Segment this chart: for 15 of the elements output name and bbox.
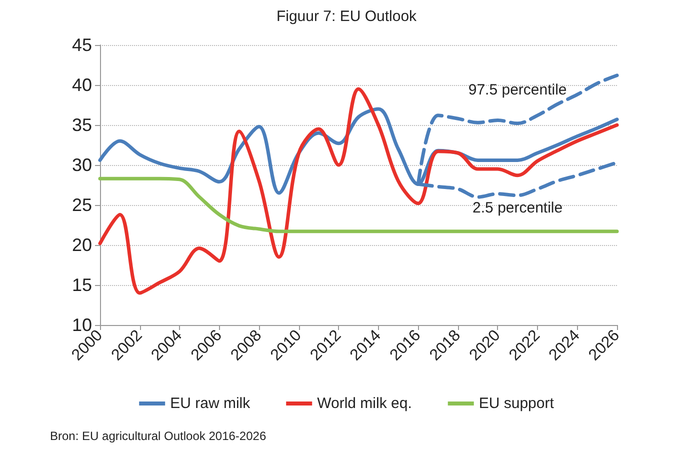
legend-label: World milk eq. [317, 395, 412, 412]
legend-label: EU support [478, 395, 555, 412]
y-tick-label: 30 [72, 155, 92, 175]
chart-title: Figuur 7: EU Outlook [276, 8, 418, 25]
series-label: 97.5 percentile [468, 81, 567, 98]
y-tick-label: 20 [72, 235, 92, 255]
y-tick-label: 15 [72, 275, 92, 295]
y-tick-label: 25 [72, 195, 92, 215]
text: Bron: EU agricultural Outlook 2016-2026 [50, 429, 266, 443]
y-tick-label: 45 [72, 35, 92, 55]
y-tick-label: 40 [72, 75, 92, 95]
y-tick-label: 10 [72, 315, 92, 335]
series-label: 2.5 percentile [472, 199, 563, 216]
legend-label: EU raw milk [170, 395, 251, 412]
y-tick-label: 35 [72, 115, 92, 135]
